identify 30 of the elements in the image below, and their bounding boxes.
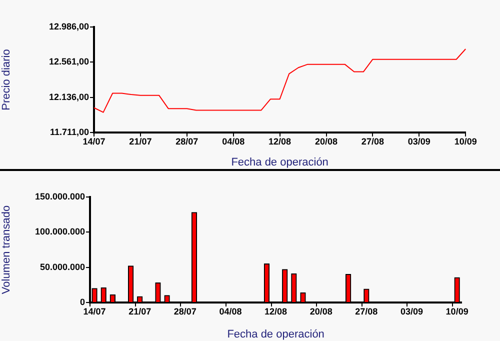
x-tick-label: 04/08 (222, 136, 245, 146)
y-axis-title: Volumen transado (0, 205, 13, 294)
y-tick-label: 0 (80, 296, 85, 307)
y-tick-label: 12.986,00 (48, 21, 89, 32)
y-tick-label: 150.000.000 (34, 191, 85, 202)
x-tick-label: 10/09 (454, 136, 477, 146)
x-tick-label: 04/08 (219, 306, 242, 316)
y-tick-label: 11.711,00 (50, 126, 89, 137)
y-tick-label: 12.561,00 (48, 56, 89, 67)
x-tick-label: 21/07 (128, 306, 152, 316)
x-tick-label: 28/07 (174, 306, 196, 316)
y-axis-title: Precio diario (0, 49, 13, 110)
y-tick-label: 50.000.000 (40, 262, 85, 272)
x-tick-label: 27/08 (355, 306, 378, 316)
x-tick-label: 20/08 (314, 136, 338, 146)
x-axis-title: Fecha de operación (231, 156, 328, 168)
x-tick-label: 20/08 (310, 306, 332, 316)
x-tick-label: 14/07 (82, 136, 106, 146)
x-tick-label: 03/09 (408, 136, 430, 146)
x-tick-label: 12/08 (264, 306, 288, 316)
x-tick-label: 10/09 (446, 306, 468, 316)
x-tick-label: 28/07 (176, 136, 198, 146)
x-axis-title: Fecha de operación (227, 328, 324, 340)
y-tick-label: 100.000.000 (34, 226, 85, 237)
x-tick-label: 03/09 (400, 306, 424, 316)
x-tick-label: 12/08 (268, 136, 292, 146)
x-tick-label: 27/08 (361, 136, 384, 146)
x-tick-label: 21/07 (129, 136, 152, 146)
y-tick-label: 12.136,00 (48, 92, 89, 102)
x-tick-label: 14/07 (83, 306, 106, 316)
